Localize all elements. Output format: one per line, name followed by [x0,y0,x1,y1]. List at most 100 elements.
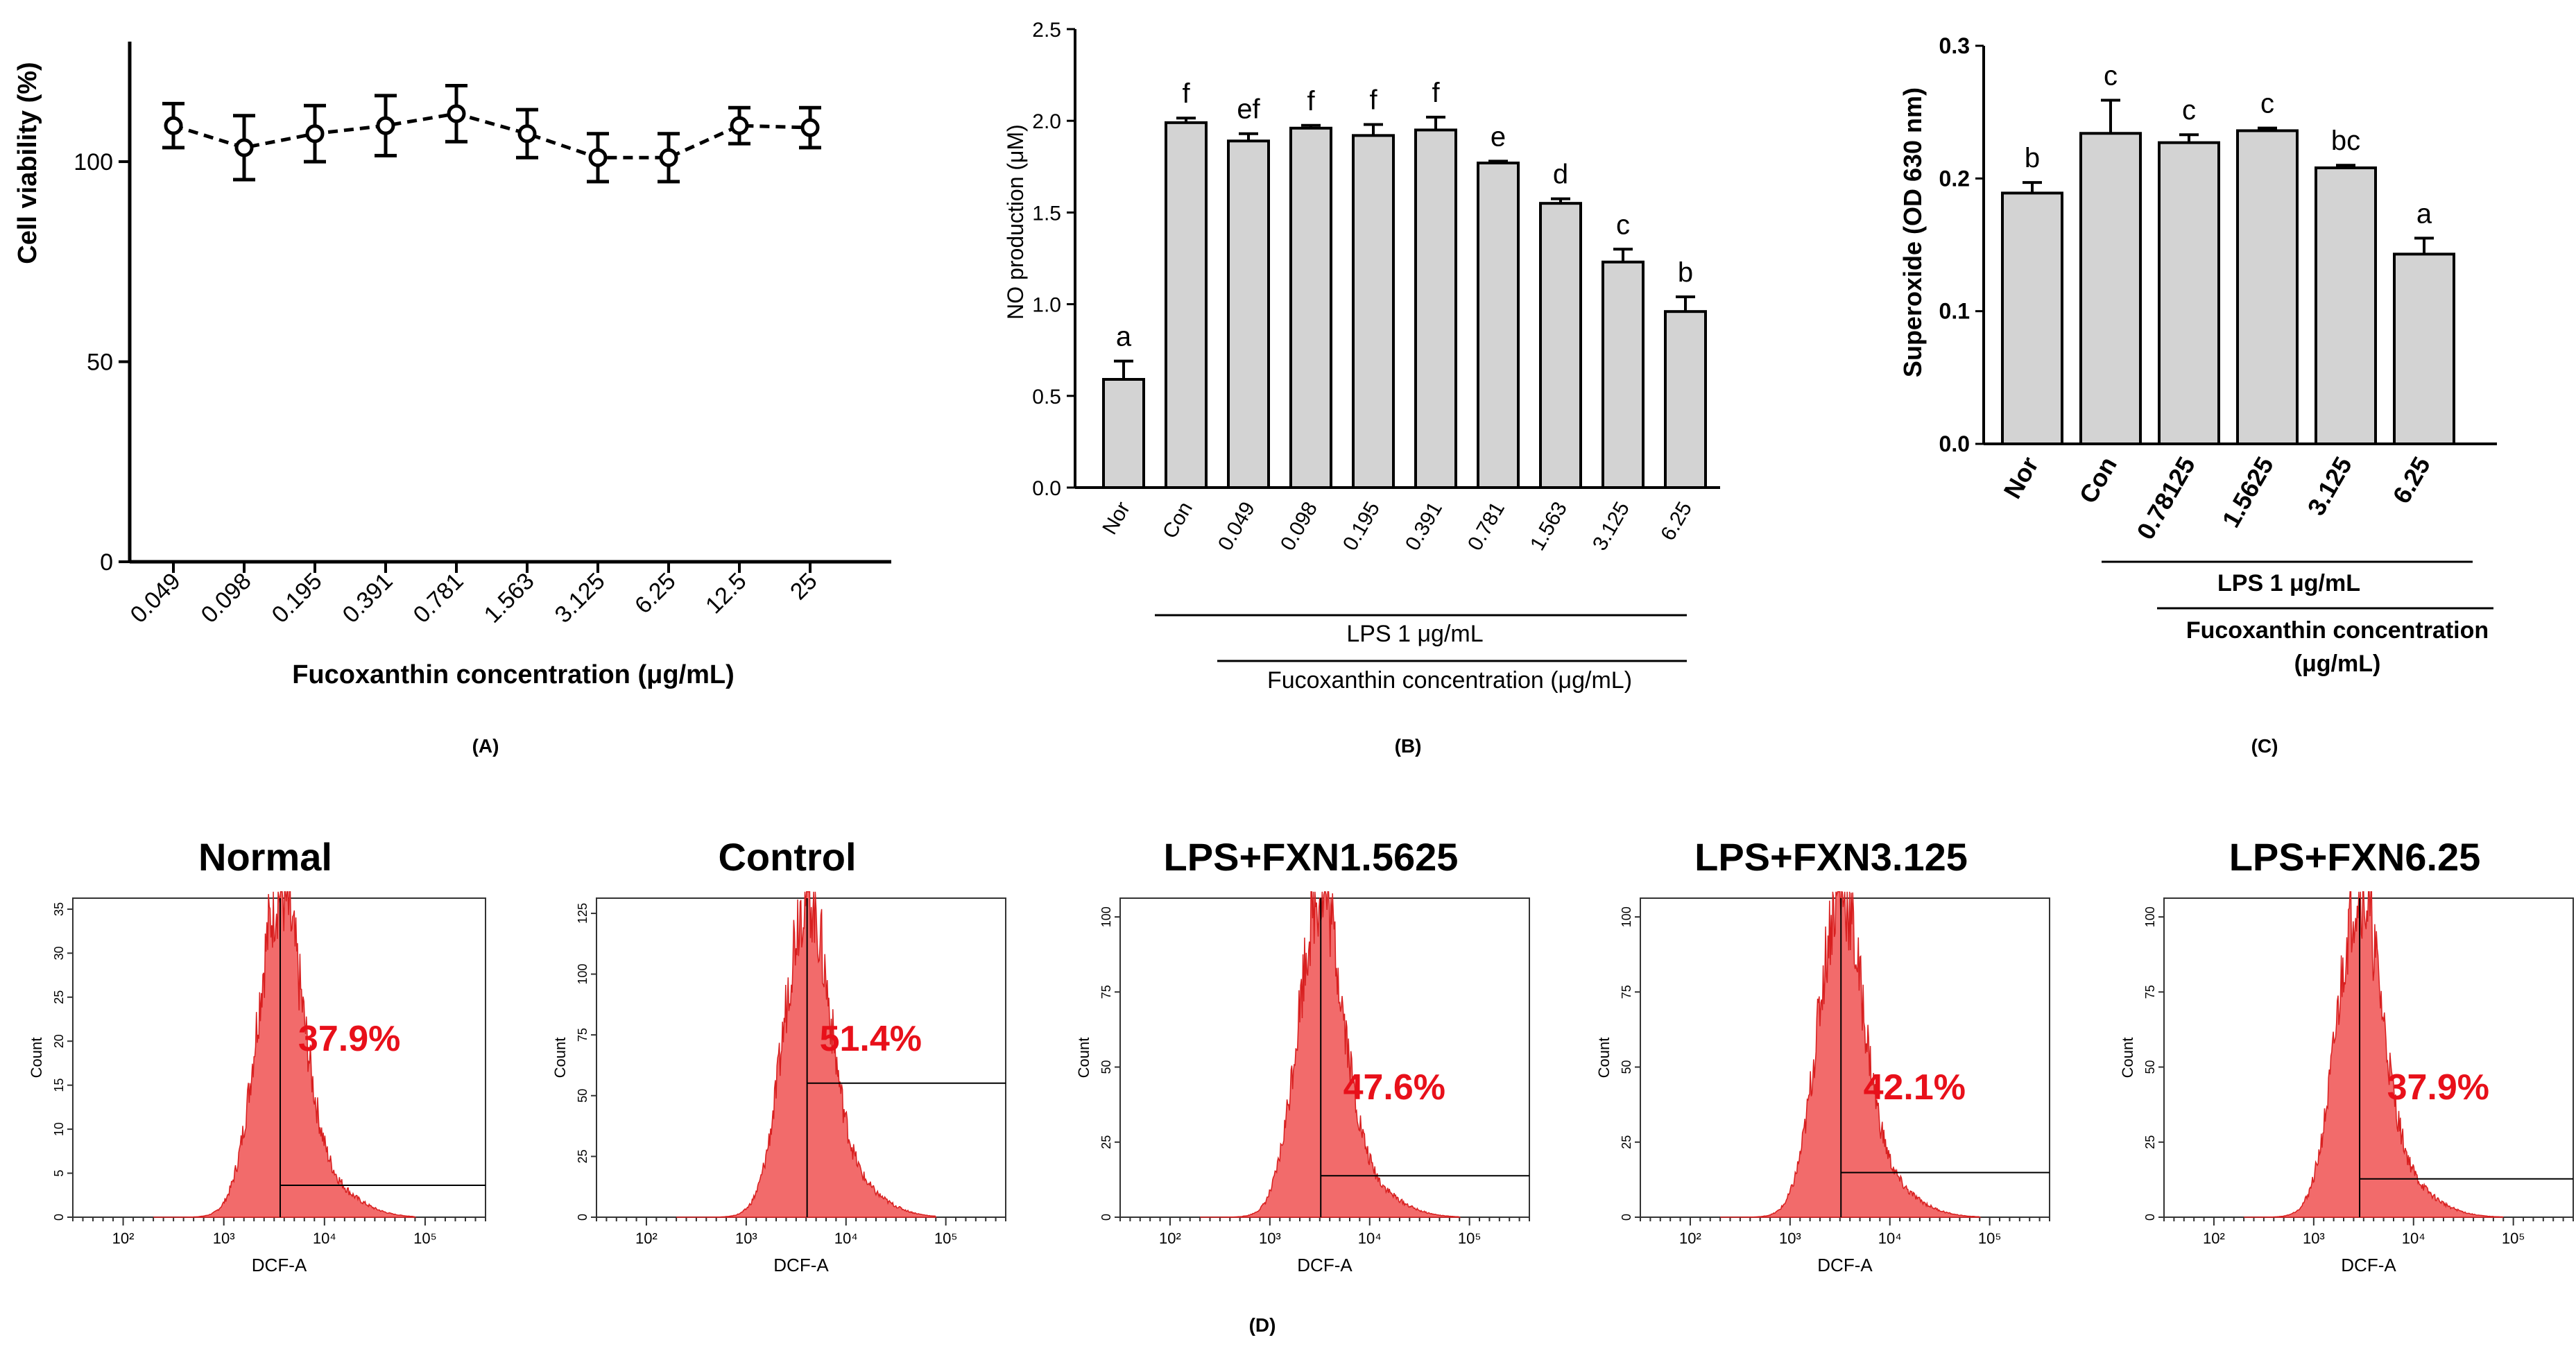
data-point [800,118,820,137]
y-tick-label: 20 [52,1034,66,1048]
flow-panel-title: LPS+FXN6.25 [2229,835,2481,879]
panel-d-label: (D) [1249,1314,1276,1336]
x-tick-label: 0.781 [1463,498,1509,555]
panel-a-label: (A) [472,735,499,757]
panel-b-group-label-conc: Fucoxanthin concentration (μg/mL) [1267,667,1632,694]
flow-panel-title: Control [718,835,856,879]
bar [2001,191,2063,445]
y-axis-label: Count [2119,1038,2136,1078]
y-tick-label: 1.5 [1032,202,1061,225]
bar [1102,378,1145,490]
data-point [305,124,325,144]
y-tick-label: 0 [1099,1214,1113,1221]
x-tick-label: 0.195 [1339,498,1384,555]
y-tick-label: 0 [2143,1214,2157,1221]
data-point [730,116,749,135]
y-tick-label: 0 [52,1214,66,1221]
x-tick-label: 10⁴ [1358,1230,1382,1247]
y-tick-label: 100 [1620,906,1633,927]
y-tick-label: 75 [2143,985,2157,999]
panel-c-group-label-units: (μg/mL) [2294,651,2381,677]
flow-panel-3: LPS+FXN1.5625 0 25 50 75 100 Count 10² 10³ 10⁴ 10⁵… [1075,835,1530,1275]
significance-letter: f [1369,85,1377,115]
x-tick-label: Con [1158,498,1197,542]
gate-percent: 37.9% [298,1019,400,1059]
significance-letter: f [1432,78,1440,108]
gate-percent: 51.4% [820,1019,922,1059]
significance-letter: bc [2331,126,2360,156]
data-point [588,148,608,167]
bar [2393,252,2455,445]
y-tick-label: 100 [576,964,590,985]
y-tick-label: 0.0 [1032,477,1061,500]
data-point [234,138,254,157]
panel-a-xlabel: Fucoxanthin concentration (μg/mL) [292,660,735,689]
bar [1289,126,1332,489]
x-tick-label: 12.5 [701,568,752,619]
x-tick-label: 10³ [1779,1230,1801,1247]
panel-c-group-label-conc: Fucoxanthin concentration [2186,617,2489,644]
bar [1477,162,1520,489]
bar [1602,260,1645,489]
x-tick-label: 0.098 [196,568,257,628]
panel-a-cell-viability: Cell viability (%) Fucoxanthin concentra… [13,42,891,757]
significance-letter: b [2025,143,2040,173]
x-axis-label: DCF-A [1297,1255,1353,1275]
x-tick-label: 6.25 [1656,498,1697,544]
panel-b-ylabel: NO production (μM) [1003,124,1028,320]
x-tick-label: 1.5625 [2216,452,2279,533]
y-tick-label: 5 [52,1170,66,1177]
x-tick-label: 10² [2203,1230,2225,1247]
y-tick-label: 15 [52,1078,66,1092]
significance-letter: a [1116,322,1132,352]
histogram-area [676,891,937,1218]
y-tick-label: 75 [1099,985,1113,999]
bar [2315,166,2377,445]
y-tick-label: 75 [576,1028,590,1042]
x-tick-label: 10² [1159,1230,1181,1247]
flow-panel-title: LPS+FXN1.5625 [1164,835,1459,879]
x-tick-label: 0.195 [267,568,327,628]
bar [2079,132,2142,445]
significance-letter: e [1491,121,1506,152]
flow-panel-2: Control 0 25 50 75 100 125 Count 10² 10³ 10⁴ 10⁵ DCF… [551,835,1006,1275]
panel-c-group-label-lps: LPS 1 μg/mL [2217,570,2360,596]
y-axis-label: Count [1075,1038,1092,1078]
x-tick-label: 0.049 [126,568,186,628]
y-tick-label: 10 [52,1122,66,1136]
gate-percent: 37.9% [2387,1067,2489,1108]
panel-b-no-production: NO production (μM) LPS 1 μg/mL Fucoxanth… [1003,19,1720,757]
x-tick-label: 6.25 [2387,452,2436,508]
x-tick-label: 25 [785,568,823,605]
data-point [517,124,537,144]
x-tick-label: 0.098 [1276,498,1322,555]
bar [1352,134,1395,490]
bar [1414,128,1457,490]
flow-panel-title: Normal [198,835,332,879]
x-tick-label: 0.781 [409,568,469,628]
gate-percent: 47.6% [1343,1067,1445,1108]
y-tick-label: 50 [576,1089,590,1103]
x-tick-label: 10⁵ [1458,1230,1482,1247]
histogram-area [1200,891,1461,1218]
x-tick-label: 10⁴ [1878,1230,1902,1247]
y-tick-label: 0.0 [1939,431,1970,456]
x-tick-label: 6.25 [630,568,681,619]
y-tick-label: 0.5 [1032,386,1061,409]
y-tick-label: 100 [1099,906,1113,927]
y-tick-label: 35 [52,902,66,916]
x-tick-label: 10⁵ [1978,1230,2002,1247]
x-tick-label: 1.563 [1526,498,1572,555]
panel-b-label: (B) [1395,735,1422,757]
y-tick-label: 0.1 [1939,299,1970,324]
y-axis-label: Count [1595,1038,1613,1078]
y-tick-label: 50 [1099,1060,1113,1074]
data-point [376,116,395,135]
y-tick-label: 75 [1620,985,1633,999]
y-tick-label: 125 [576,903,590,924]
x-tick-label: 10³ [213,1230,235,1247]
flow-panel-1: Normal 0 5 10 15 20 25 30 35 Count 10² 10³ 10⁴ 10⁵ DCF… [28,835,486,1275]
significance-letter: f [1182,78,1190,109]
y-tick-label: 0 [100,549,113,576]
